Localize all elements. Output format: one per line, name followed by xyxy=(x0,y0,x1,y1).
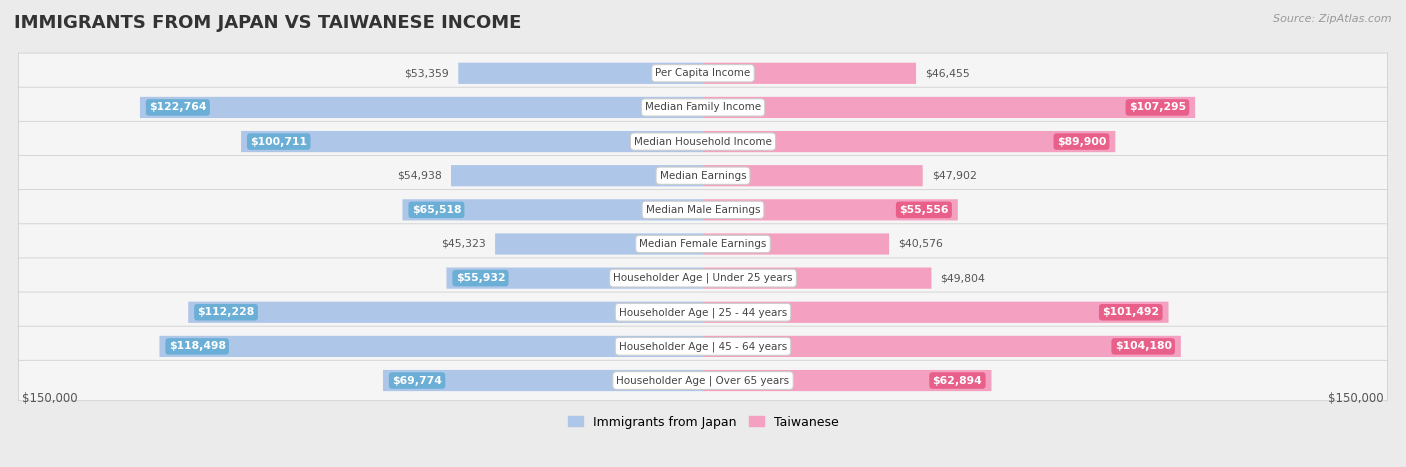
Text: Per Capita Income: Per Capita Income xyxy=(655,68,751,78)
FancyBboxPatch shape xyxy=(703,268,931,289)
FancyBboxPatch shape xyxy=(703,165,922,186)
Text: Householder Age | Over 65 years: Householder Age | Over 65 years xyxy=(616,375,790,386)
Text: $47,902: $47,902 xyxy=(932,171,977,181)
FancyBboxPatch shape xyxy=(703,63,917,84)
Text: $55,932: $55,932 xyxy=(456,273,505,283)
FancyBboxPatch shape xyxy=(458,63,703,84)
Text: $107,295: $107,295 xyxy=(1129,102,1185,113)
Text: $100,711: $100,711 xyxy=(250,136,308,147)
FancyBboxPatch shape xyxy=(382,370,703,391)
Text: Householder Age | Under 25 years: Householder Age | Under 25 years xyxy=(613,273,793,283)
Text: $45,323: $45,323 xyxy=(441,239,486,249)
Text: Median Female Earnings: Median Female Earnings xyxy=(640,239,766,249)
FancyBboxPatch shape xyxy=(495,234,703,255)
FancyBboxPatch shape xyxy=(159,336,703,357)
Text: $46,455: $46,455 xyxy=(925,68,970,78)
FancyBboxPatch shape xyxy=(18,326,1388,367)
Text: $53,359: $53,359 xyxy=(405,68,449,78)
Text: $118,498: $118,498 xyxy=(169,341,225,351)
Text: $55,556: $55,556 xyxy=(900,205,949,215)
FancyBboxPatch shape xyxy=(18,121,1388,162)
Text: $62,894: $62,894 xyxy=(932,375,983,386)
Text: $122,764: $122,764 xyxy=(149,102,207,113)
FancyBboxPatch shape xyxy=(18,53,1388,93)
FancyBboxPatch shape xyxy=(703,199,957,220)
Text: $150,000: $150,000 xyxy=(1329,392,1384,405)
FancyBboxPatch shape xyxy=(18,87,1388,127)
Text: Householder Age | 25 - 44 years: Householder Age | 25 - 44 years xyxy=(619,307,787,318)
Legend: Immigrants from Japan, Taiwanese: Immigrants from Japan, Taiwanese xyxy=(568,416,838,429)
Text: $49,804: $49,804 xyxy=(941,273,986,283)
FancyBboxPatch shape xyxy=(240,131,703,152)
Text: $69,774: $69,774 xyxy=(392,375,441,386)
FancyBboxPatch shape xyxy=(402,199,703,220)
Text: $65,518: $65,518 xyxy=(412,205,461,215)
Text: Householder Age | 45 - 64 years: Householder Age | 45 - 64 years xyxy=(619,341,787,352)
FancyBboxPatch shape xyxy=(141,97,703,118)
FancyBboxPatch shape xyxy=(703,131,1115,152)
FancyBboxPatch shape xyxy=(18,224,1388,264)
Text: $40,576: $40,576 xyxy=(898,239,943,249)
FancyBboxPatch shape xyxy=(18,292,1388,333)
Text: $89,900: $89,900 xyxy=(1057,136,1107,147)
Text: IMMIGRANTS FROM JAPAN VS TAIWANESE INCOME: IMMIGRANTS FROM JAPAN VS TAIWANESE INCOM… xyxy=(14,14,522,32)
FancyBboxPatch shape xyxy=(703,97,1195,118)
FancyBboxPatch shape xyxy=(451,165,703,186)
Text: Median Earnings: Median Earnings xyxy=(659,171,747,181)
Text: $54,938: $54,938 xyxy=(396,171,441,181)
FancyBboxPatch shape xyxy=(703,234,889,255)
FancyBboxPatch shape xyxy=(18,258,1388,298)
Text: Median Household Income: Median Household Income xyxy=(634,136,772,147)
FancyBboxPatch shape xyxy=(703,302,1168,323)
FancyBboxPatch shape xyxy=(703,370,991,391)
Text: Source: ZipAtlas.com: Source: ZipAtlas.com xyxy=(1274,14,1392,24)
Text: Median Family Income: Median Family Income xyxy=(645,102,761,113)
FancyBboxPatch shape xyxy=(18,361,1388,401)
Text: $112,228: $112,228 xyxy=(197,307,254,317)
FancyBboxPatch shape xyxy=(18,156,1388,196)
FancyBboxPatch shape xyxy=(188,302,703,323)
FancyBboxPatch shape xyxy=(18,190,1388,230)
Text: $104,180: $104,180 xyxy=(1115,341,1171,351)
FancyBboxPatch shape xyxy=(447,268,703,289)
Text: $101,492: $101,492 xyxy=(1102,307,1160,317)
FancyBboxPatch shape xyxy=(703,336,1181,357)
Text: Median Male Earnings: Median Male Earnings xyxy=(645,205,761,215)
Text: $150,000: $150,000 xyxy=(22,392,77,405)
